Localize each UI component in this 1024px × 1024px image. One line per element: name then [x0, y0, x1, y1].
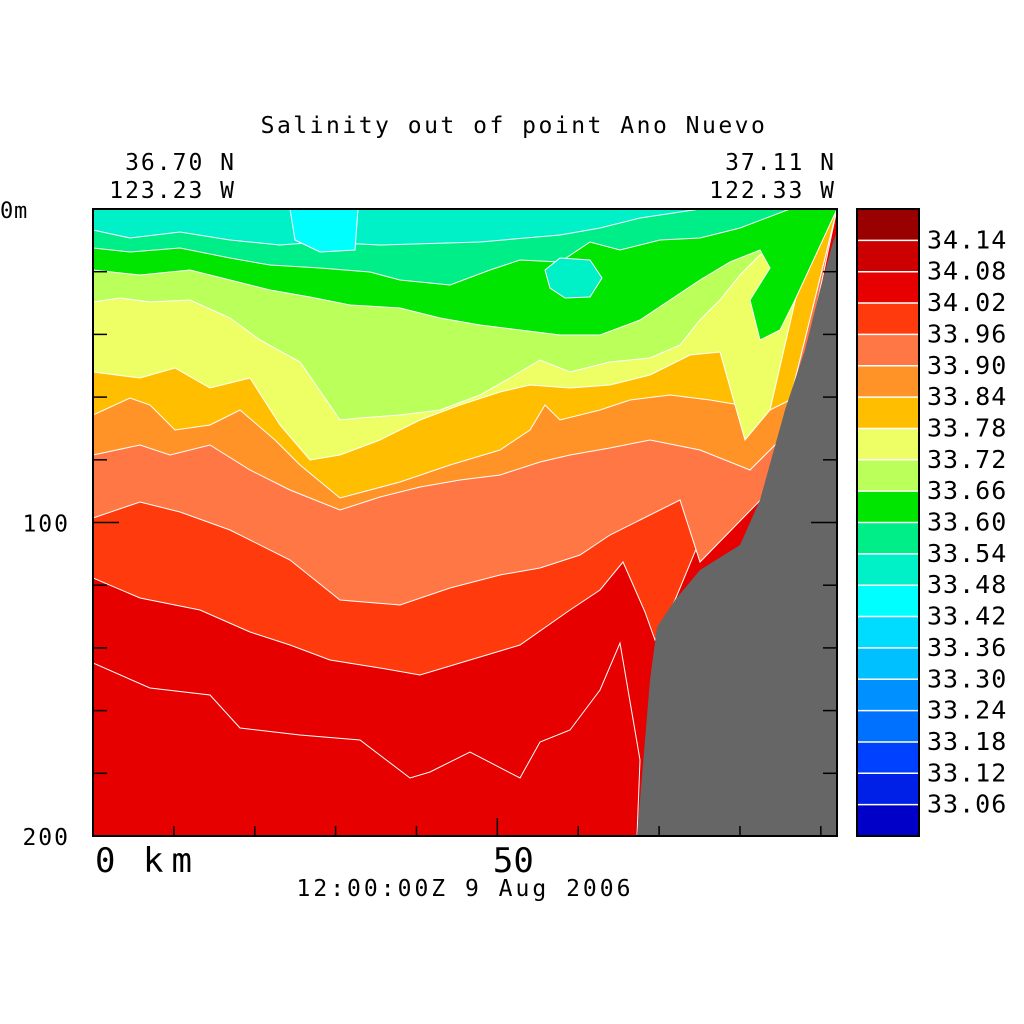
distance-unit-label: km	[143, 841, 200, 881]
colorbar-swatch	[857, 334, 919, 367]
depth-unit-label: m	[14, 199, 28, 224]
colorbar-swatch	[857, 303, 919, 335]
colorbar-swatch	[857, 616, 919, 649]
y-tick-label: 0	[0, 199, 14, 224]
colorbar-label: 33.84	[927, 382, 1007, 411]
colorbar-label: 34.08	[927, 257, 1007, 286]
colorbar-swatch	[857, 585, 919, 618]
colorbar-swatch	[857, 804, 919, 837]
colorbar-label: 33.12	[927, 758, 1007, 787]
colorbar-swatch	[857, 365, 919, 398]
colorbar-swatch	[857, 741, 919, 774]
colorbar-swatch	[857, 271, 919, 304]
colorbar-swatch	[857, 679, 919, 712]
colorbar-swatch	[857, 773, 919, 806]
colorbar-swatch	[857, 459, 919, 492]
plot-area	[93, 209, 837, 836]
colorbar-label: 34.14	[927, 225, 1007, 254]
y-tick-label: 200	[22, 825, 70, 851]
colorbar-label: 34.02	[927, 288, 1007, 317]
colorbar-swatch	[857, 491, 919, 524]
colorbar-label: 33.24	[927, 696, 1007, 725]
colorbar-label: 33.78	[927, 413, 1007, 442]
chart-title: Salinity out of point Ano Nuevo	[261, 113, 768, 139]
x-tick-label: 0	[95, 841, 115, 881]
start-latitude: 36.70 N	[125, 150, 236, 176]
colorbar-label: 33.96	[927, 319, 1007, 348]
salinity-zone	[93, 209, 701, 246]
colorbar-swatch	[857, 240, 919, 273]
colorbar-swatch	[857, 397, 919, 430]
colorbar-label: 33.06	[927, 790, 1007, 819]
colorbar-label: 33.66	[927, 476, 1007, 505]
colorbar-label: 33.18	[927, 727, 1007, 756]
colorbar-swatch	[857, 710, 919, 743]
colorbar-swatch	[857, 647, 919, 680]
plot-axes: 100 200 0 0 50	[0, 199, 838, 881]
x-tick-label: 50	[493, 841, 534, 881]
colorbar-swatch	[857, 428, 919, 461]
colorbar-label: 33.72	[927, 445, 1007, 474]
colorbar-label: 33.48	[927, 570, 1007, 599]
colorbar-label: 33.36	[927, 633, 1007, 662]
end-longitude: 122.33 W	[709, 178, 836, 204]
bathymetry	[637, 232, 837, 836]
end-latitude: 37.11 N	[725, 150, 836, 176]
y-tick-label: 100	[22, 512, 70, 538]
colorbar-label: 33.30	[927, 664, 1007, 693]
colorbar-label: 33.90	[927, 351, 1007, 380]
colorbar-frame	[856, 208, 920, 837]
start-longitude: 123.23 W	[109, 178, 236, 204]
salinity-zone	[289, 209, 359, 253]
timestamp: 12:00:00Z 9 Aug 2006	[297, 876, 634, 902]
colorbar-swatch	[857, 522, 919, 555]
colorbar-label: 33.60	[927, 508, 1007, 537]
colorbar-swatch	[857, 209, 919, 241]
colorbar-label: 33.42	[927, 602, 1007, 631]
colorbar-label: 33.54	[927, 539, 1007, 568]
salinity-zone	[544, 257, 603, 299]
colorbar-swatch	[857, 553, 919, 586]
